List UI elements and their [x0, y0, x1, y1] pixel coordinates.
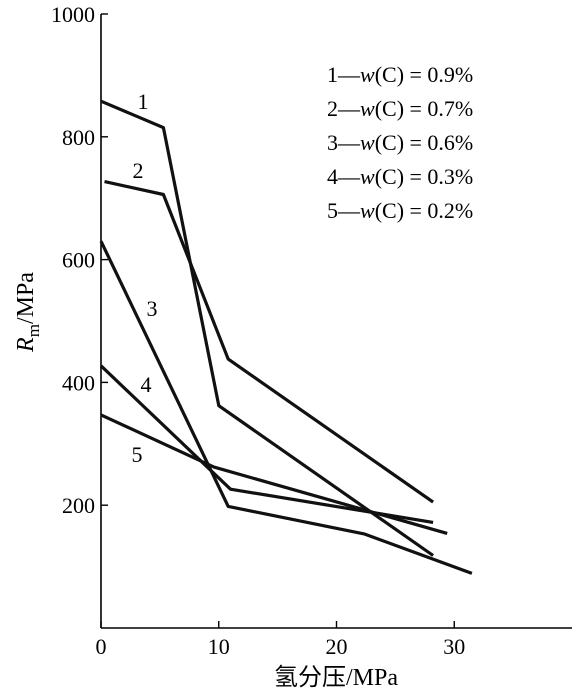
series-labels: 1 2 3 4 5 [132, 89, 158, 467]
y-axis-title-main: R [13, 337, 39, 353]
legend-entry-1: 1—w(C) = 0.9% [327, 62, 473, 87]
y-axis-title-sub: m [24, 324, 43, 337]
series-label-2: 2 [133, 158, 144, 183]
y-axis-title: Rm/MPa [13, 272, 43, 353]
y-tick-label: 200 [62, 493, 95, 518]
series-line-5 [100, 413, 448, 535]
series-lines [99, 99, 473, 575]
x-tick-label: 10 [208, 634, 230, 659]
y-axis-title-unit: /MPa [13, 272, 39, 324]
series-line-3 [99, 240, 473, 575]
x-tick-label: 30 [443, 634, 465, 659]
legend-entry-5: 5—w(C) = 0.2% [327, 198, 473, 223]
y-tick-label: 1000 [51, 2, 95, 27]
series-label-4: 4 [141, 372, 152, 397]
x-axis-title: 氢分压/MPa [274, 664, 398, 691]
y-tick-label: 400 [62, 370, 95, 395]
legend-entry-4: 4—w(C) = 0.3% [327, 164, 473, 189]
legend-entry-2: 2—w(C) = 0.7% [327, 96, 473, 121]
series-label-5: 5 [132, 442, 143, 467]
y-tick-label: 800 [62, 125, 95, 150]
legend-entry-3: 3—w(C) = 0.6% [327, 130, 473, 155]
x-tick-label: 0 [96, 634, 107, 659]
series-label-1: 1 [138, 89, 149, 114]
x-tick-label: 20 [326, 634, 348, 659]
y-tick-label: 600 [62, 248, 95, 273]
axes: 0 10 20 30 200 400 600 800 1000 [51, 2, 572, 659]
series-line-2 [104, 180, 435, 504]
legend: 1—w(C) = 0.9% 2—w(C) = 0.7% 3—w(C) = 0.6% 4… [327, 62, 473, 223]
series-label-3: 3 [147, 296, 158, 321]
